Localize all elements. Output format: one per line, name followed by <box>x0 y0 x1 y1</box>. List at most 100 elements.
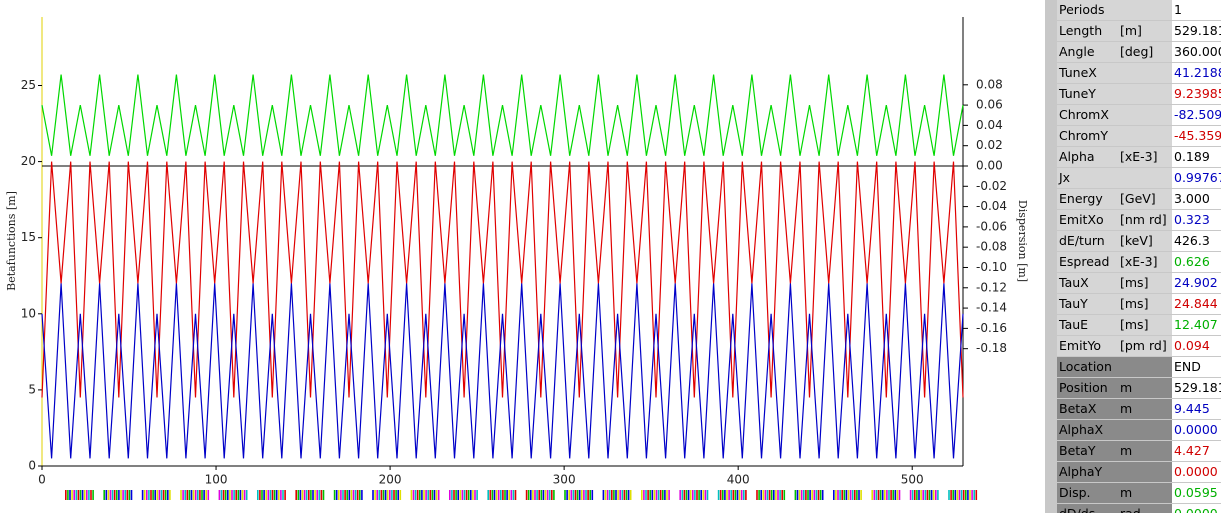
lattice-element <box>320 490 323 500</box>
lattice-element <box>207 490 210 500</box>
lattice-element <box>839 490 841 500</box>
lattice-element <box>657 490 660 500</box>
parameter-row: TuneY 9.23985 <box>1057 84 1221 104</box>
lattice-element <box>756 490 758 500</box>
lattice-element <box>540 490 543 500</box>
series-line <box>41 74 964 156</box>
lattice-element <box>758 490 760 500</box>
lattice-element <box>849 490 852 500</box>
lattice-element <box>578 490 581 500</box>
lattice-element <box>611 490 613 500</box>
lattice-element <box>745 490 747 500</box>
lattice-element <box>871 490 873 500</box>
parameter-unit <box>1120 63 1172 83</box>
lattice-element <box>465 490 468 500</box>
lattice-element <box>602 490 605 500</box>
lattice-element <box>525 490 528 500</box>
lattice-element <box>190 490 193 500</box>
lattice-element <box>497 490 500 500</box>
lattice-element <box>192 490 195 500</box>
lattice-element <box>308 490 310 500</box>
lattice-element <box>67 490 69 500</box>
lattice-element <box>184 490 186 500</box>
lattice-element <box>374 490 376 500</box>
parameter-label: dE/turn <box>1057 231 1120 251</box>
lattice-element <box>877 490 880 500</box>
lattice-element <box>740 490 743 500</box>
lattice-element <box>346 490 348 500</box>
y-tick-label: 5 <box>28 382 36 396</box>
lattice-element <box>698 490 700 500</box>
lattice-element <box>685 490 688 500</box>
lattice-element <box>227 490 229 500</box>
lattice-element <box>124 490 126 500</box>
lattice-element <box>105 490 108 500</box>
parameter-label: AlphaY <box>1057 462 1120 482</box>
lattice-element <box>229 490 231 500</box>
lattice-element <box>969 490 971 500</box>
lattice-element <box>203 490 205 500</box>
y2-tick-label: -0.16 <box>976 321 1007 335</box>
y-tick-label: 20 <box>21 154 36 168</box>
lattice-element <box>914 490 916 500</box>
x-tick-label: 300 <box>553 473 576 487</box>
lattice-element <box>284 490 286 500</box>
lattice-element <box>65 490 67 500</box>
lattice-element <box>158 490 161 500</box>
parameter-value: 0.0595 <box>1172 483 1221 503</box>
parameter-unit <box>1120 126 1172 146</box>
parameter-unit: rad <box>1120 504 1172 513</box>
lattice-element <box>461 490 464 500</box>
lattice-element <box>303 490 306 500</box>
lattice-element <box>702 490 705 500</box>
parameter-value: 426.3 <box>1172 231 1221 251</box>
lattice-element <box>267 490 270 500</box>
lattice-element <box>280 490 282 500</box>
lattice-element <box>888 490 890 500</box>
lattice-element <box>111 490 114 500</box>
parameter-row: Energy [GeV] 3.000 <box>1057 189 1221 209</box>
parameter-label: Jx <box>1057 168 1120 188</box>
parameter-label: Disp. <box>1057 483 1120 503</box>
lattice-element <box>625 490 628 500</box>
lattice-element <box>141 490 144 500</box>
lattice-element <box>892 490 894 500</box>
lattice-element <box>156 490 159 500</box>
lattice-element <box>530 490 532 500</box>
lattice-element <box>811 490 813 500</box>
lattice-element <box>722 490 724 500</box>
lattice-element <box>873 490 876 500</box>
lattice-element <box>493 490 496 500</box>
parameter-unit <box>1120 168 1172 188</box>
lattice-element <box>736 490 739 500</box>
lattice-element <box>186 490 189 500</box>
lattice-element <box>340 490 342 500</box>
lattice-element <box>700 490 702 500</box>
lattice-element <box>389 490 391 500</box>
lattice-element <box>770 490 773 500</box>
lattice-element <box>576 490 579 500</box>
lattice-element <box>504 490 506 500</box>
lattice-element <box>75 490 78 500</box>
parameter-label: EmitXo <box>1057 210 1120 230</box>
lattice-element <box>69 490 71 500</box>
lattice-element <box>854 490 856 500</box>
x-tick-label: 0 <box>38 473 46 487</box>
y2-tick-label: -0.14 <box>976 301 1007 315</box>
lattice-element <box>809 490 811 500</box>
y2-tick-label: 0.02 <box>976 138 1003 152</box>
lattice-element <box>911 490 914 500</box>
lattice-element <box>643 490 645 500</box>
lattice-element <box>354 490 357 500</box>
parameter-unit: [ms] <box>1120 273 1172 293</box>
lattice-element <box>819 490 822 500</box>
parameter-unit: [xE-3] <box>1120 147 1172 167</box>
lattice-element <box>574 490 577 500</box>
lattice-element <box>297 490 300 500</box>
lattice-element <box>113 490 116 500</box>
lattice-element <box>278 490 280 500</box>
parameter-value: 1 <box>1172 0 1221 20</box>
lattice-element <box>459 490 462 500</box>
lattice-element <box>512 490 515 500</box>
x-tick-label: 200 <box>379 473 402 487</box>
